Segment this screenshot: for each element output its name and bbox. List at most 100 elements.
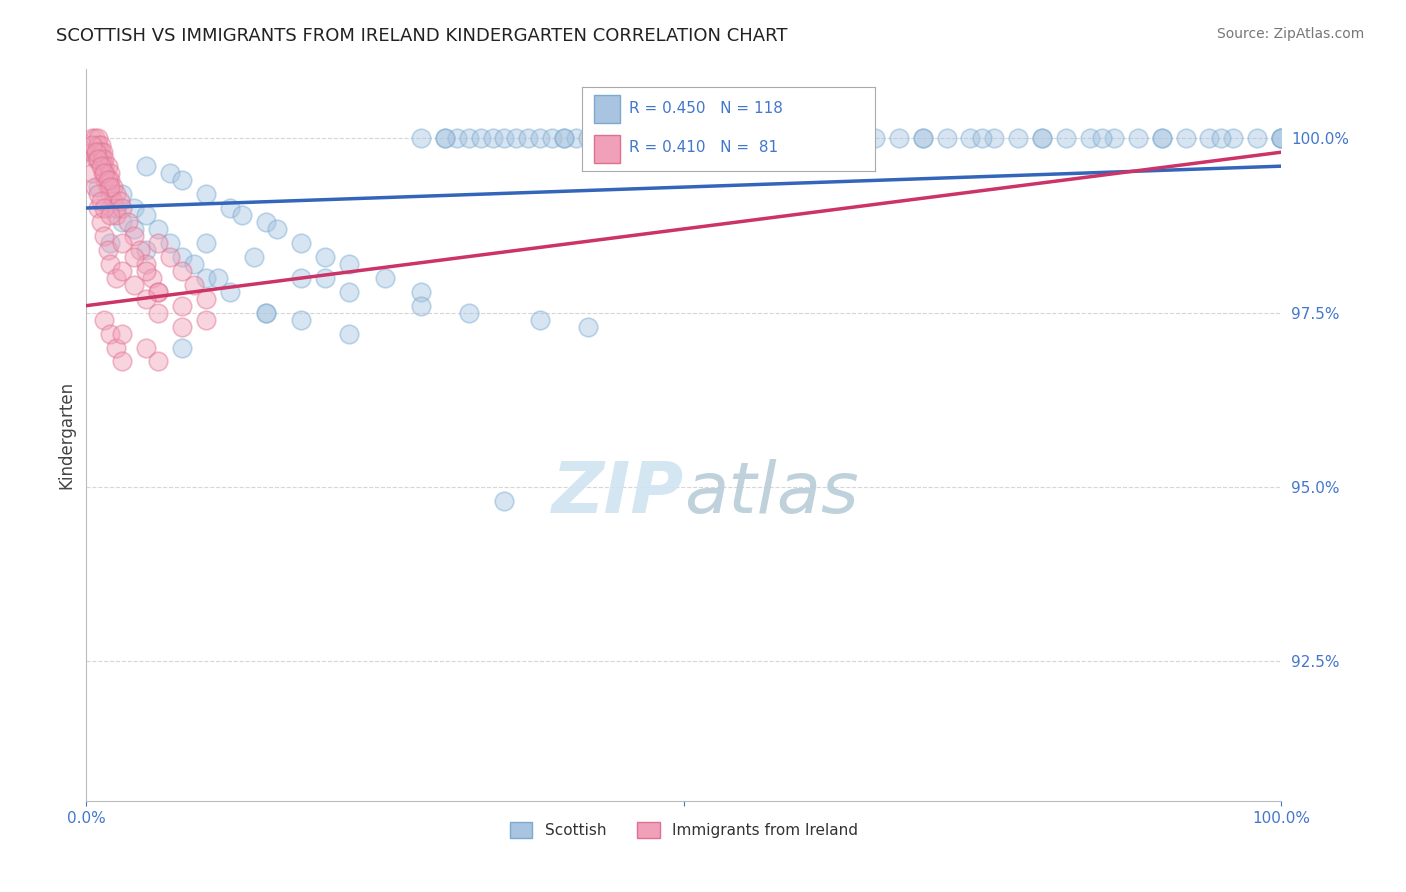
Point <box>887 131 910 145</box>
Point <box>637 131 659 145</box>
Point <box>374 270 396 285</box>
Point <box>613 131 636 145</box>
Point <box>87 152 110 166</box>
Point <box>84 152 107 166</box>
Point <box>82 145 104 160</box>
Point <box>135 257 157 271</box>
Point <box>98 166 121 180</box>
Point <box>170 299 193 313</box>
Point <box>1091 131 1114 145</box>
Point <box>93 201 115 215</box>
Point <box>135 264 157 278</box>
Point <box>863 131 886 145</box>
Point <box>87 131 110 145</box>
Point <box>146 235 169 250</box>
Point <box>98 187 121 202</box>
Point <box>290 235 312 250</box>
Point <box>93 312 115 326</box>
Point <box>146 285 169 299</box>
Point <box>505 131 527 145</box>
Point <box>792 131 814 145</box>
Point <box>98 326 121 341</box>
Text: atlas: atlas <box>683 458 858 528</box>
Point <box>972 131 994 145</box>
Point <box>194 292 217 306</box>
Point <box>218 201 240 215</box>
Point <box>84 145 107 160</box>
Point <box>97 243 120 257</box>
Point <box>90 159 112 173</box>
Point <box>409 131 432 145</box>
Point <box>98 201 121 215</box>
Point <box>91 145 114 160</box>
Point <box>93 228 115 243</box>
Point <box>159 166 181 180</box>
Point <box>433 131 456 145</box>
Point <box>1031 131 1053 145</box>
Point <box>815 131 838 145</box>
Point <box>93 152 115 166</box>
Point <box>83 180 105 194</box>
Point <box>90 215 112 229</box>
Point <box>84 145 107 160</box>
Point <box>91 166 114 180</box>
Point <box>194 312 217 326</box>
Point <box>87 201 110 215</box>
Point <box>90 159 112 173</box>
Point <box>446 131 468 145</box>
Point <box>97 180 120 194</box>
Point <box>1246 131 1268 145</box>
Point <box>170 250 193 264</box>
Point <box>1078 131 1101 145</box>
Point <box>337 285 360 299</box>
Point <box>105 270 128 285</box>
Point <box>218 285 240 299</box>
Point <box>87 145 110 160</box>
Legend: Scottish, Immigrants from Ireland: Scottish, Immigrants from Ireland <box>503 816 863 845</box>
Point <box>94 166 117 180</box>
Point <box>105 187 128 202</box>
Point <box>470 131 492 145</box>
Point <box>337 257 360 271</box>
Point <box>87 180 110 194</box>
Point <box>87 138 110 153</box>
Point <box>111 354 134 368</box>
Point <box>1222 131 1244 145</box>
Point <box>122 222 145 236</box>
Point <box>541 131 564 145</box>
Point <box>1126 131 1149 145</box>
Point <box>254 305 277 319</box>
Point <box>98 180 121 194</box>
Point <box>1054 131 1077 145</box>
Point <box>111 187 134 202</box>
Point <box>183 257 205 271</box>
Point <box>98 235 121 250</box>
Point <box>90 145 112 160</box>
Point <box>314 250 336 264</box>
Point <box>101 180 124 194</box>
Point <box>82 131 104 145</box>
Point <box>90 194 112 208</box>
Point <box>97 159 120 173</box>
Point <box>105 341 128 355</box>
Point <box>600 131 623 145</box>
Point <box>576 131 599 145</box>
Point <box>1174 131 1197 145</box>
Point <box>170 341 193 355</box>
Point <box>1198 131 1220 145</box>
Point <box>129 243 152 257</box>
Point <box>135 159 157 173</box>
Point <box>111 235 134 250</box>
Point <box>231 208 253 222</box>
Point <box>983 131 1005 145</box>
Point <box>122 277 145 292</box>
Point <box>122 250 145 264</box>
Point <box>266 222 288 236</box>
Point <box>170 173 193 187</box>
Point <box>696 131 718 145</box>
Point <box>529 131 551 145</box>
Point <box>135 208 157 222</box>
Point <box>672 131 695 145</box>
Point <box>105 208 128 222</box>
Point <box>141 270 163 285</box>
